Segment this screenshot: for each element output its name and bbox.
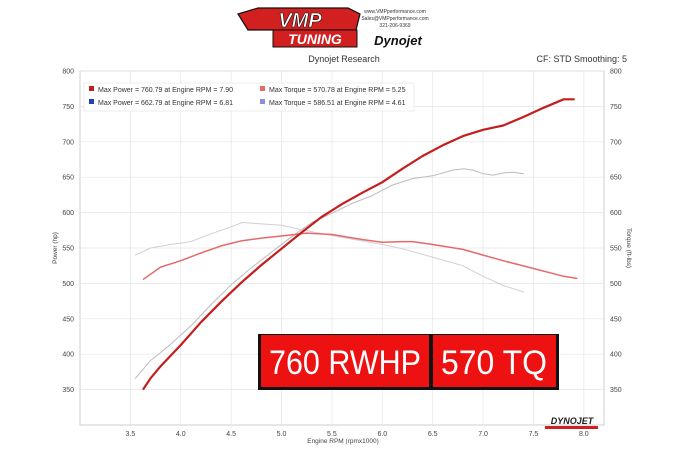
legend-entry-0: Max Power = 760.79 at Engine RPM = 7.90	[98, 87, 233, 94]
y2-tick-label: 800	[610, 69, 622, 76]
y2-tick-label: 450	[610, 316, 622, 323]
x-tick-label: 7.5	[529, 431, 539, 438]
legend-entry-2: Max Power = 662.79 at Engine RPM = 6.81	[98, 100, 233, 107]
x-axis-ticks: 3.5 4.0 4.5 5.0 5.5 6.0 6.5 7.0 7.5 8.0	[126, 431, 589, 438]
x-tick-label: 8.0	[579, 431, 589, 438]
y2-tick-label: 750	[610, 104, 622, 111]
legend-swatch-1	[260, 86, 265, 91]
chart-title: Dynojet Research	[308, 54, 380, 64]
series-lines	[134, 98, 578, 390]
y2-tick-label: 550	[610, 246, 622, 253]
y-tick-label: 400	[62, 352, 74, 359]
x-tick-label: 7.0	[478, 431, 488, 438]
x-tick-label: 5.5	[327, 431, 337, 438]
cf-smoothing-label: CF: STD Smoothing: 5	[536, 54, 627, 64]
logo-site-lines: www.VMPperformance.com Sales@VMPperforma…	[361, 9, 428, 29]
overlay-tq-text: 570 TQ	[441, 344, 547, 382]
series-line-0	[142, 98, 575, 390]
y2-tick-label: 350	[610, 387, 622, 394]
y2-axis-ticks: 350 400 450 500 550 600 650 700 750 800	[610, 69, 622, 395]
y-tick-label: 350	[62, 387, 74, 394]
logo-phone: 321-206-9369	[379, 23, 410, 29]
y-tick-label: 450	[62, 316, 74, 323]
y2-tick-label: 700	[610, 139, 622, 146]
x-axis-label: Engine RPM (rpmx1000)	[307, 438, 379, 445]
logo-tuning-text: TUNING	[288, 31, 342, 47]
overlay-rwhp-text: 760 RWHP	[269, 344, 421, 382]
legend-box	[83, 82, 415, 112]
overlay-left-box	[261, 335, 429, 387]
x-tick-label: 5.0	[277, 431, 287, 438]
x-tick-label: 6.0	[377, 431, 387, 438]
logo-vmp-text: VMP	[278, 10, 322, 32]
x-tick-label: 4.0	[176, 431, 186, 438]
legend-entry-1: Max Torque = 570.78 at Engine RPM = 5.25	[269, 87, 406, 94]
y2-tick-label: 600	[610, 210, 622, 217]
rwhp-tq-overlay: 760 RWHP 570 TQ	[258, 334, 559, 390]
y-tick-label: 600	[62, 210, 74, 217]
footer-logo-bar	[545, 426, 598, 429]
y-tick-label: 500	[62, 281, 74, 288]
y-axis-label: Power (hp)	[52, 232, 59, 264]
y2-tick-label: 500	[610, 281, 622, 288]
y-axis-ticks: 350 400 450 500 550 600 650 700 750 800	[62, 69, 74, 395]
y-tick-label: 800	[62, 69, 74, 76]
logo-email: Sales@VMPperformance.com	[361, 16, 428, 22]
y2-tick-label: 400	[610, 352, 622, 359]
y2-tick-label: 650	[610, 175, 622, 182]
legend-swatch-3	[260, 99, 265, 104]
x-tick-label: 4.5	[226, 431, 236, 438]
y-tick-label: 750	[62, 104, 74, 111]
logo-dynojet-text: Dynojet	[374, 33, 422, 48]
x-tick-label: 3.5	[126, 431, 136, 438]
series-line-1	[142, 232, 578, 280]
logo-website: www.VMPperformance.com	[364, 9, 426, 15]
legend-swatch-0	[89, 86, 94, 91]
y-tick-label: 650	[62, 175, 74, 182]
footer-logo-text: DYNOJET	[551, 416, 595, 426]
x-tick-label: 6.5	[428, 431, 438, 438]
y-tick-label: 550	[62, 246, 74, 253]
overlay-right-box	[433, 335, 556, 387]
series-line-2	[134, 168, 524, 379]
legend-entry-3: Max Torque = 586.51 at Engine RPM = 4.61	[269, 100, 406, 107]
legend-swatch-2	[89, 99, 94, 104]
legend: Max Power = 760.79 at Engine RPM = 7.90 …	[83, 82, 415, 112]
vmp-tuning-logo: VMP TUNING	[237, 7, 361, 48]
y-tick-label: 700	[62, 139, 74, 146]
dynojet-footer-logo: DYNOJET	[545, 416, 598, 429]
y2-axis-label: Torque (ft-lbs)	[625, 228, 632, 268]
